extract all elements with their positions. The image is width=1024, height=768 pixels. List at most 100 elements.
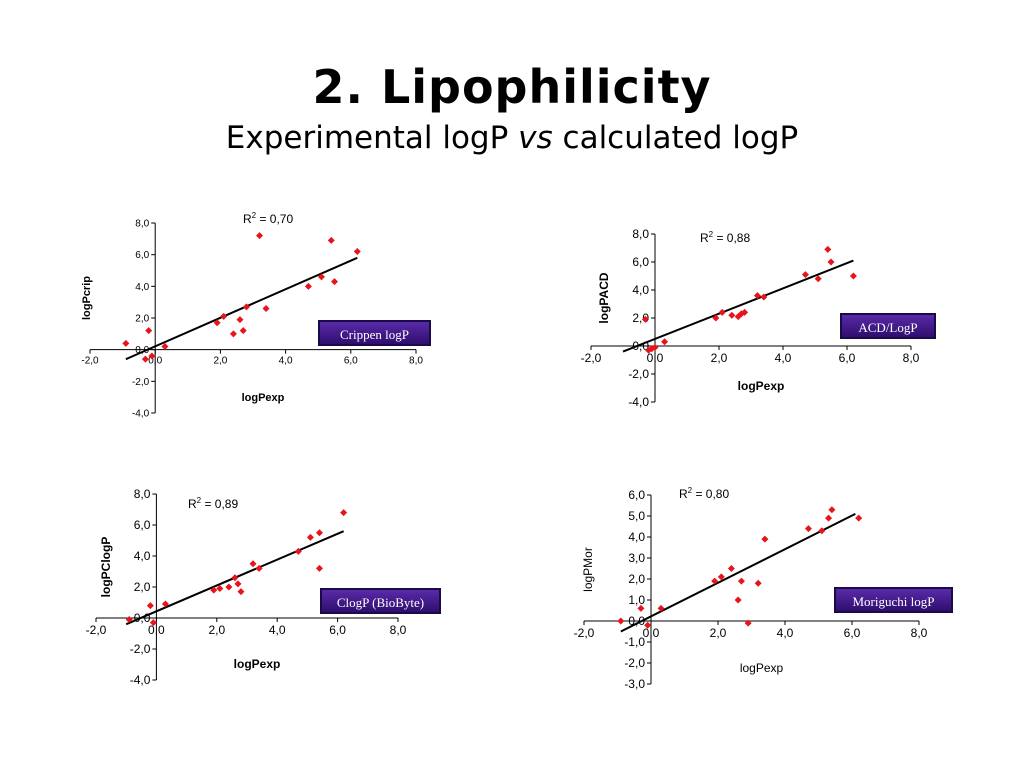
data-point bbox=[306, 533, 314, 541]
x-tick-label: 4,0 bbox=[775, 351, 792, 365]
method-label-box: Crippen logP bbox=[318, 320, 431, 346]
x-tick-label: 8,0 bbox=[903, 351, 920, 365]
x-tick-label: 8,0 bbox=[911, 626, 928, 640]
data-point bbox=[753, 292, 761, 300]
y-tick-label: 1,0 bbox=[628, 593, 645, 607]
data-point bbox=[317, 273, 325, 281]
data-point bbox=[804, 525, 812, 533]
data-point bbox=[818, 527, 826, 535]
data-point bbox=[304, 282, 312, 290]
r-squared-label: R2 = 0,70 bbox=[243, 211, 293, 226]
y-axis-label: logPMor bbox=[581, 547, 595, 592]
data-point bbox=[239, 327, 247, 335]
data-point bbox=[229, 330, 237, 338]
data-point bbox=[149, 619, 157, 627]
y-tick-label: 8,0 bbox=[632, 227, 649, 241]
method-label-box: ClogP (BioByte) bbox=[320, 588, 441, 614]
y-axis-label: logPClogP bbox=[99, 537, 113, 598]
y-tick-label: 8,0 bbox=[134, 487, 151, 501]
data-point bbox=[315, 564, 323, 572]
data-point bbox=[216, 585, 224, 593]
y-tick-label: -4,0 bbox=[130, 673, 151, 687]
data-point bbox=[711, 577, 719, 585]
data-point bbox=[231, 574, 239, 582]
data-point bbox=[827, 258, 835, 266]
data-point bbox=[728, 311, 736, 319]
data-point bbox=[242, 303, 250, 311]
y-axis-label: logPACD bbox=[597, 272, 611, 323]
data-point bbox=[145, 327, 153, 335]
data-point bbox=[661, 338, 669, 346]
x-axis-label: logPexp bbox=[740, 661, 784, 675]
data-point bbox=[256, 232, 264, 240]
y-tick-label: -4,0 bbox=[628, 395, 649, 409]
r-squared-label: R2 = 0,80 bbox=[679, 486, 729, 501]
x-tick-label: -2,0 bbox=[81, 356, 99, 367]
x-tick-label: -2,0 bbox=[86, 623, 107, 637]
x-tick-label: 2,0 bbox=[213, 356, 227, 367]
x-tick-label: 8,0 bbox=[409, 356, 423, 367]
y-tick-label: 4,0 bbox=[134, 549, 151, 563]
y-tick-label: -2,0 bbox=[132, 377, 150, 388]
x-tick-label: 0,0 bbox=[643, 626, 660, 640]
y-tick-label: 5,0 bbox=[628, 509, 645, 523]
y-tick-label: 3,0 bbox=[628, 551, 645, 565]
subtitle-part: calculated logP bbox=[552, 120, 799, 156]
x-tick-label: 4,0 bbox=[279, 356, 293, 367]
y-tick-label: 2,0 bbox=[134, 580, 151, 594]
y-tick-label: -4,0 bbox=[132, 409, 150, 420]
x-tick-label: 0,0 bbox=[148, 623, 165, 637]
data-point bbox=[825, 514, 833, 522]
y-tick-label: 4,0 bbox=[628, 530, 645, 544]
data-point bbox=[161, 600, 169, 608]
data-point bbox=[210, 586, 218, 594]
subtitle-part: Experimental logP bbox=[225, 120, 519, 156]
y-tick-label: 6,0 bbox=[135, 250, 149, 261]
data-point bbox=[161, 343, 169, 350]
data-point bbox=[249, 560, 257, 568]
data-point bbox=[744, 619, 752, 627]
y-tick-label: 4,0 bbox=[632, 283, 649, 297]
x-tick-label: 8,0 bbox=[390, 623, 407, 637]
data-point bbox=[760, 293, 768, 301]
data-point bbox=[213, 319, 221, 327]
x-tick-label: 4,0 bbox=[777, 626, 794, 640]
data-point bbox=[717, 573, 725, 581]
x-tick-label: 0,0 bbox=[148, 356, 162, 367]
trendline bbox=[125, 256, 358, 361]
x-tick-label: 4,0 bbox=[269, 623, 286, 637]
data-point bbox=[644, 621, 652, 629]
data-point bbox=[220, 312, 228, 320]
y-tick-label: -2,0 bbox=[628, 367, 649, 381]
y-tick-label: -1,0 bbox=[624, 635, 645, 649]
x-tick-label: -2,0 bbox=[581, 351, 602, 365]
y-axis-label: logPcrip bbox=[81, 276, 93, 320]
data-point bbox=[761, 535, 769, 543]
data-point bbox=[801, 271, 809, 279]
r-squared-label: R2 = 0,89 bbox=[188, 496, 238, 511]
data-point bbox=[741, 308, 749, 316]
x-tick-label: 0,0 bbox=[647, 351, 664, 365]
slide-title: 2. Lipophilicity bbox=[312, 60, 712, 114]
data-point bbox=[315, 529, 323, 537]
data-point bbox=[340, 509, 348, 517]
data-point bbox=[234, 580, 242, 588]
data-point bbox=[718, 308, 726, 316]
x-tick-label: 2,0 bbox=[208, 623, 225, 637]
trendline bbox=[620, 513, 856, 633]
data-point bbox=[125, 616, 133, 624]
y-tick-label: -2,0 bbox=[130, 642, 151, 656]
data-point bbox=[855, 514, 863, 522]
x-axis-label: logPexp bbox=[242, 392, 285, 404]
data-point bbox=[849, 272, 857, 280]
subtitle-vs: vs bbox=[518, 120, 553, 156]
x-tick-label: 6,0 bbox=[329, 623, 346, 637]
data-point bbox=[236, 316, 244, 324]
data-point bbox=[122, 339, 130, 347]
data-point bbox=[255, 564, 263, 572]
x-tick-label: 2,0 bbox=[711, 351, 728, 365]
